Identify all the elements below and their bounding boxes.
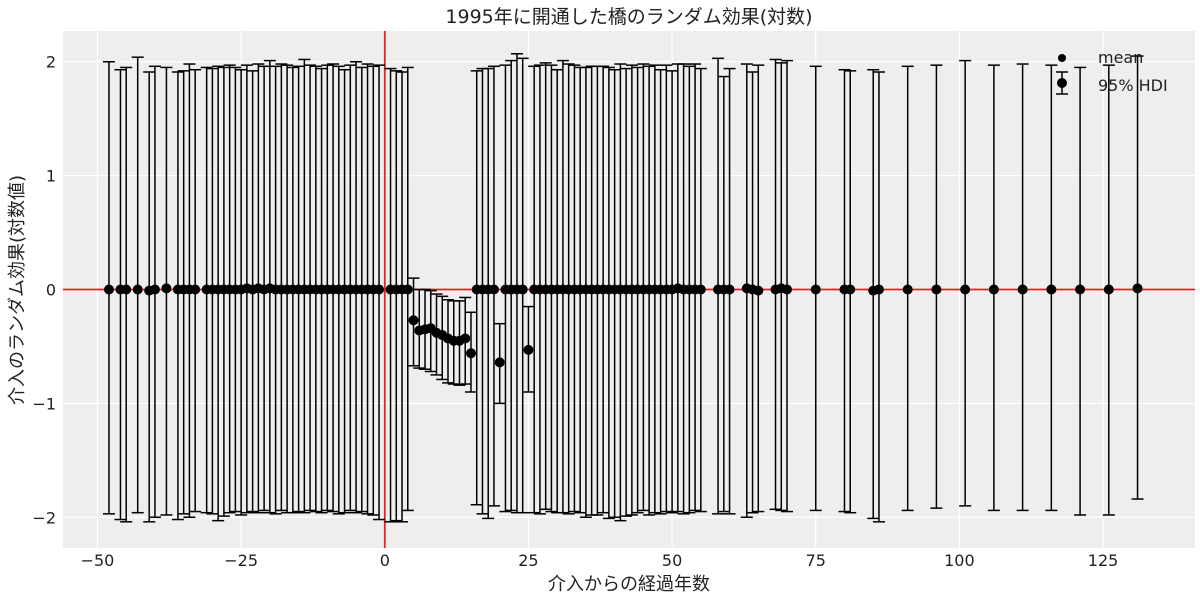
- error-bar: [171, 71, 184, 521]
- y-tick-label: 1: [46, 167, 56, 186]
- mean-point: [1017, 284, 1028, 295]
- x-tick-label: 50: [662, 551, 682, 570]
- mean-point: [494, 357, 505, 368]
- mean-point: [374, 284, 385, 295]
- error-bar: [384, 67, 397, 523]
- y-tick-label: −2: [32, 508, 56, 527]
- y-tick-label: 0: [46, 281, 56, 300]
- mean-point: [988, 284, 999, 295]
- y-tick-label: −1: [32, 394, 56, 413]
- error-bar: [396, 71, 409, 523]
- mean-point: [465, 348, 476, 359]
- mean-point: [460, 333, 471, 344]
- mean-point: [960, 284, 971, 295]
- x-tick-labels: −50 −25 0 25 50 75 100 125: [81, 551, 1119, 570]
- x-tick-label: −50: [81, 551, 115, 570]
- legend-mean-marker: [1058, 54, 1066, 62]
- x-tick-label: 75: [806, 551, 826, 570]
- mean-point: [902, 284, 913, 295]
- x-tick-label: 0: [380, 551, 390, 570]
- error-bar: [769, 58, 782, 511]
- mean-point: [931, 284, 942, 295]
- legend-hdi-marker: [1056, 71, 1068, 95]
- error-bar: [872, 71, 885, 523]
- y-tick-labels: −2 −1 0 1 2: [32, 53, 56, 528]
- error-bar: [120, 66, 133, 523]
- mean-point: [1132, 283, 1143, 294]
- mean-point: [161, 283, 172, 294]
- mean-point: [488, 284, 499, 295]
- mean-point: [408, 315, 419, 326]
- mean-point: [724, 284, 735, 295]
- mean-point: [190, 284, 201, 295]
- error-bar: [390, 70, 403, 522]
- x-axis-label: 介入からの経過年数: [548, 574, 710, 595]
- mean-point: [1046, 284, 1057, 295]
- mean-point: [523, 344, 534, 355]
- mean-points: [103, 283, 1143, 368]
- mean-point: [517, 284, 528, 295]
- mean-point: [873, 284, 884, 295]
- y-axis-label: 介入のランダム効果(対数値): [7, 175, 28, 405]
- mean-point: [132, 284, 143, 295]
- legend: mean 95% HDI: [1056, 48, 1168, 95]
- error-bar: [114, 68, 127, 521]
- legend-mean-label: mean: [1098, 48, 1143, 67]
- legend-hdi-label: 95% HDI: [1098, 76, 1168, 95]
- mean-point: [103, 284, 114, 295]
- mean-point: [753, 285, 764, 296]
- chart-title: 1995年に開通した橋のランダム効果(対数): [445, 6, 812, 28]
- x-tick-label: 25: [518, 551, 538, 570]
- error-bar: [959, 59, 972, 507]
- mean-point: [782, 284, 793, 295]
- error-bar: [1131, 55, 1144, 500]
- x-tick-label: 100: [944, 551, 975, 570]
- x-tick-label: −25: [224, 551, 258, 570]
- mean-point: [402, 284, 413, 295]
- mean-point: [845, 284, 856, 295]
- x-tick-label: 125: [1088, 551, 1119, 570]
- mean-point: [121, 284, 132, 295]
- y-tick-label: 2: [46, 53, 56, 72]
- mean-point: [1075, 284, 1086, 295]
- mean-point: [695, 284, 706, 295]
- error-bar: [143, 71, 156, 523]
- mean-point: [149, 284, 160, 295]
- mean-point: [810, 284, 821, 295]
- mean-point: [1103, 284, 1114, 295]
